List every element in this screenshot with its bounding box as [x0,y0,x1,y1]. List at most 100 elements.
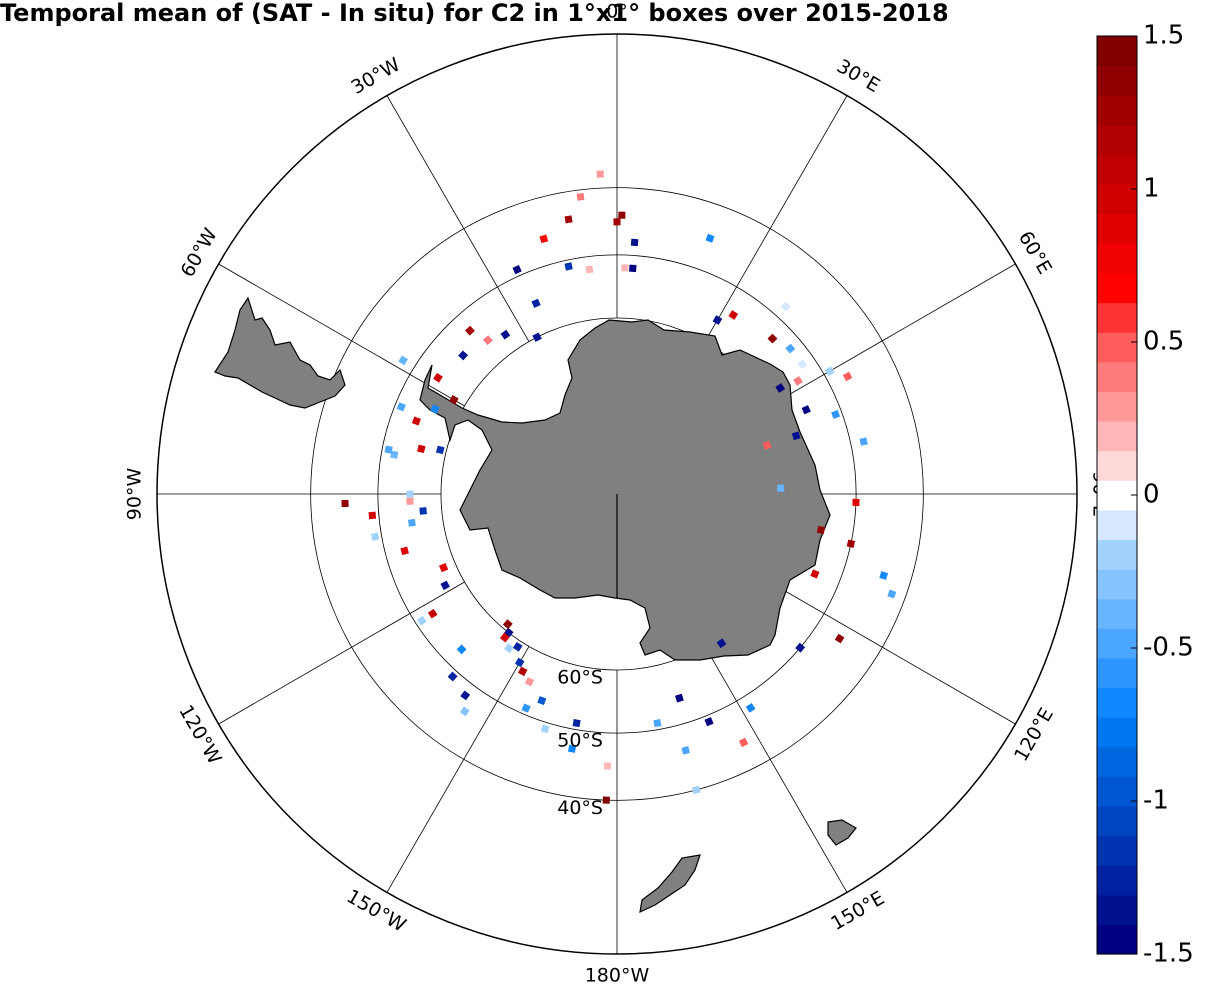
data-box [435,445,445,455]
colorbar-segment [1097,746,1137,777]
colorbar: 1.5 1 0.5 0 -0.5 -1 -1.5 [1096,21,1194,969]
colorbar-segment [1097,243,1137,274]
meridian-line [218,263,465,407]
colorbar-segment [1097,865,1137,896]
data-box [371,532,380,541]
data-box [406,490,414,498]
data-box [537,696,547,706]
data-box [621,264,629,272]
data-box [780,301,791,312]
data-box [499,632,510,643]
colorbar-segment [1097,391,1137,422]
data-box [762,440,772,450]
data-box [482,335,493,346]
data-box [887,589,897,599]
data-box [398,355,408,366]
data-box [653,719,662,728]
colorbar-segment [1097,480,1137,511]
data-box [681,746,690,755]
colorbar-segment [1097,924,1137,955]
data-box [568,744,577,753]
colorbar-tick-label: 1 [1143,174,1160,204]
data-box [705,233,715,243]
data-box [585,265,594,274]
colorbar-segment [1097,687,1137,718]
data-box [531,298,541,308]
data-box [400,546,409,556]
data-box [795,642,806,653]
data-box [460,690,471,701]
data-box [447,671,458,682]
longitude-label: 30°E [833,55,884,97]
data-box [449,395,459,405]
colorbar-segment [1097,835,1137,866]
longitude-label: 0° [606,1,628,23]
antarctic-peninsula-landmass [214,296,346,409]
data-box [524,677,535,687]
latitude-label: 60°S [557,667,603,689]
meridian-line [769,581,1016,725]
longitude-label: 90°W [124,468,146,521]
data-box [692,785,701,795]
new-zealand-landmass [639,854,701,914]
data-box [728,310,739,320]
colorbar-tick-label: -1 [1143,786,1169,816]
meridian-line [704,95,848,342]
colorbar-tick-label: 0 [1143,480,1160,510]
data-box [831,409,841,419]
meridian-line [769,263,1016,407]
data-box [406,497,414,505]
data-box [500,329,511,340]
data-box [512,641,523,652]
data-box [514,657,525,668]
data-box [464,325,475,336]
colorbar-segment [1097,598,1137,629]
data-box [540,724,550,734]
data-box [785,343,796,354]
data-box [791,431,801,441]
data-box [797,359,808,370]
data-box [504,643,514,654]
tasmania-landmass [827,819,857,846]
data-box [596,170,604,178]
data-box [767,333,778,344]
data-box [440,580,450,591]
data-box [532,332,542,342]
data-box [439,563,449,573]
colorbar-segment [1097,36,1137,67]
colorbar-segment [1097,332,1137,363]
data-box [859,437,868,446]
colorbar-tick-label: 0.5 [1143,327,1184,357]
data-box [618,211,626,219]
data-box [539,234,549,244]
colorbar-segment [1097,361,1137,392]
data-box [564,215,573,224]
data-box [816,525,826,535]
data-box [745,703,756,713]
data-box [879,571,889,580]
data-box [396,402,406,412]
data-box [602,796,610,804]
data-box [675,693,684,703]
colorbar-segment [1097,509,1137,541]
latitude-label: 40°S [557,797,603,819]
colorbar-segment [1097,657,1137,689]
colorbar-segment [1097,776,1137,807]
data-box [801,405,811,415]
colorbar-tick-label: -0.5 [1143,633,1194,663]
data-box [834,633,845,644]
data-box [824,366,835,376]
map-boundary [156,33,1078,955]
latitude-label: 50°S [557,730,603,752]
colorbar-segment [1097,154,1137,185]
longitude-label: 180°W [585,965,650,987]
data-box [427,608,438,619]
colorbar-tick-label: 1.5 [1143,21,1184,51]
colorbar-segment [1097,569,1137,600]
data-box [576,192,585,201]
data-box [572,719,581,728]
data-box [704,717,714,727]
colorbar-segment [1097,539,1137,570]
meridian-line [386,95,530,342]
